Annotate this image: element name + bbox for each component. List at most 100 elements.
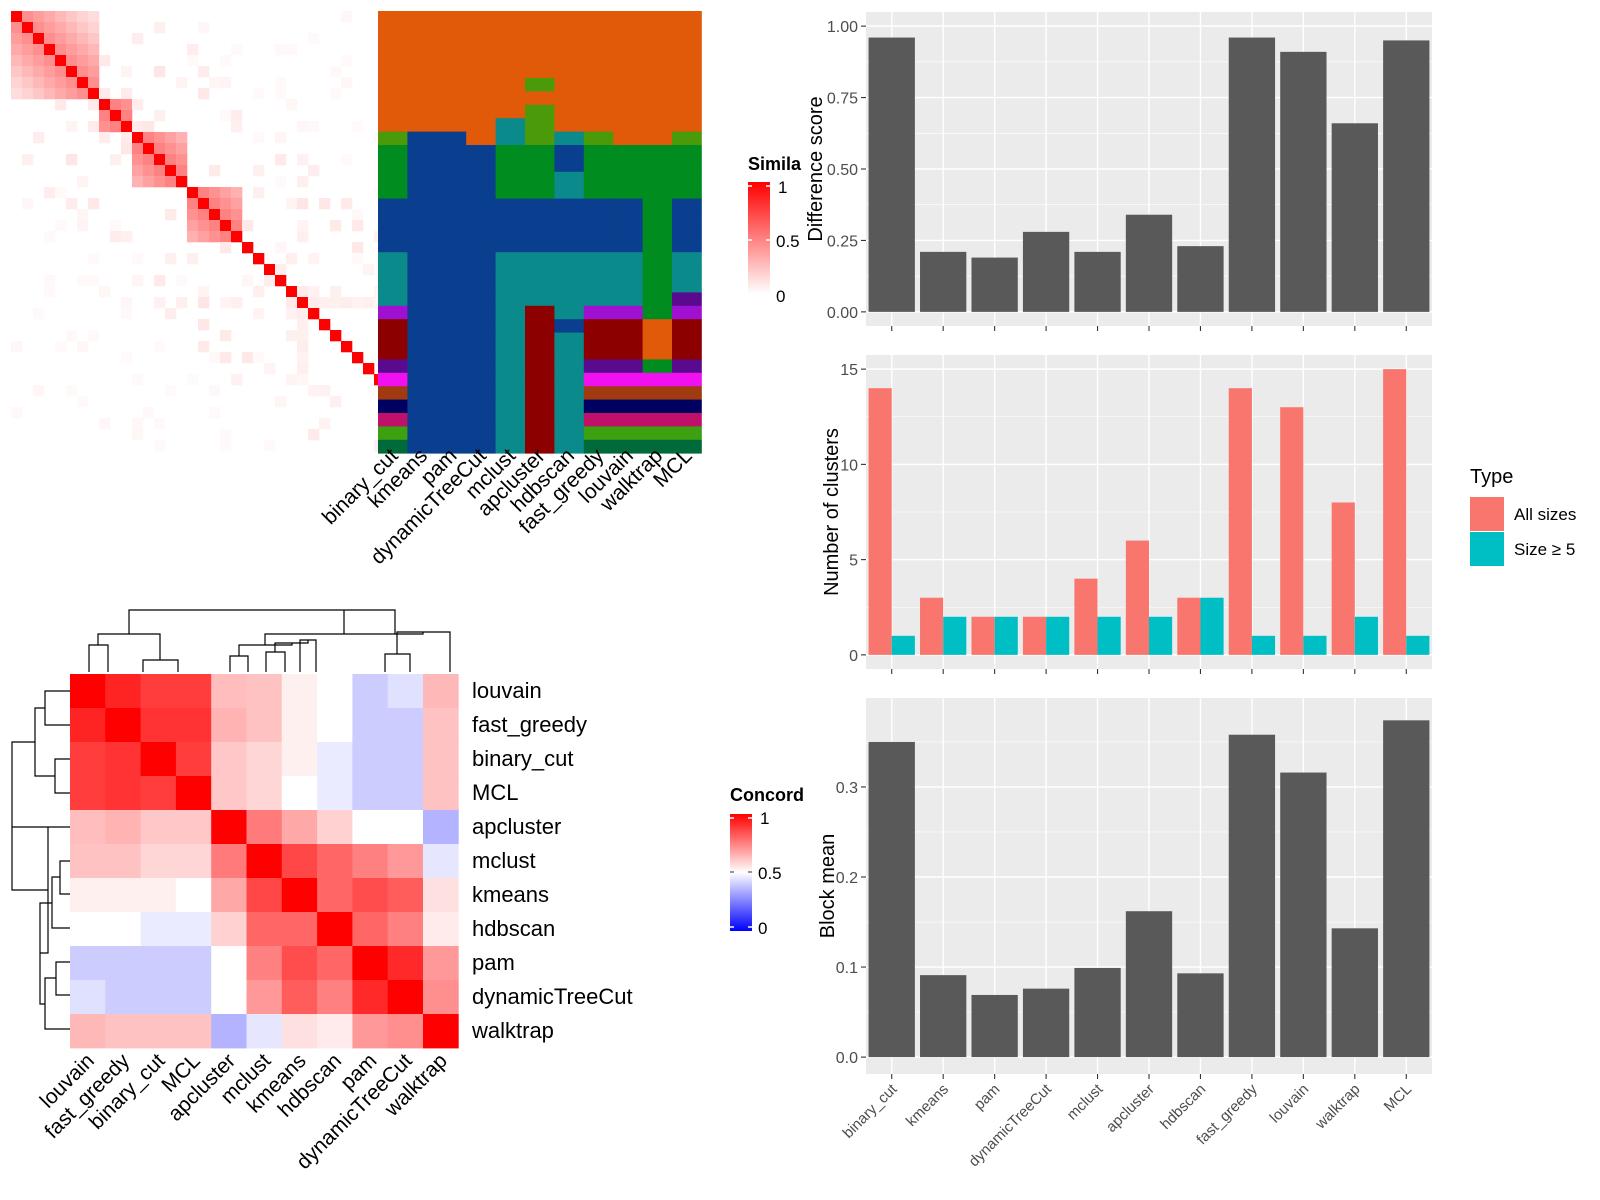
similarity-cell	[55, 99, 67, 111]
cluster-cell	[583, 145, 614, 159]
cluster-cell	[554, 386, 585, 400]
cluster-cell	[642, 238, 673, 253]
concordance-row-label: pam	[472, 950, 515, 975]
similarity-cell	[231, 297, 243, 309]
concordance-row-label: louvain	[472, 678, 542, 703]
cluster-cell	[407, 332, 438, 347]
cluster-cell	[436, 78, 467, 92]
cluster-cell	[613, 292, 643, 307]
cluster-cell	[583, 64, 614, 79]
cluster-cell	[583, 439, 614, 454]
y-axis-label: Difference score	[805, 96, 827, 241]
cluster-cell	[436, 439, 467, 454]
cluster-cell	[613, 225, 643, 240]
cluster-cell	[407, 346, 438, 360]
cluster-cell	[554, 104, 585, 119]
similarity-cell	[264, 363, 276, 375]
cluster-cell	[436, 386, 467, 400]
similarity-cell	[242, 275, 254, 287]
cluster-cell	[378, 399, 408, 414]
cluster-cell	[495, 185, 526, 199]
similarity-cell	[77, 209, 89, 221]
cluster-cell	[378, 64, 408, 79]
concordance-cell	[423, 844, 459, 879]
similarity-cell	[66, 33, 78, 45]
concordance-dendrograms	[11, 609, 451, 1030]
similarity-cell	[33, 44, 45, 56]
cluster-heatmap-column-labels: binary_cutkmeanspamdynamicTreeCutmclusta…	[318, 444, 697, 569]
concordance-row-label: kmeans	[472, 882, 549, 907]
similarity-cell	[297, 231, 309, 243]
bar	[1280, 51, 1327, 312]
cluster-cell	[466, 11, 496, 25]
cluster-cell	[672, 372, 702, 387]
concordance-cell	[140, 844, 177, 879]
concordance-legend-title: Concord	[730, 785, 804, 805]
cluster-cell	[525, 24, 555, 39]
cluster-cell	[436, 399, 467, 414]
cluster-cell	[378, 426, 408, 441]
similarity-cell	[363, 363, 375, 375]
cluster-cell	[436, 305, 467, 320]
cluster-cell	[378, 225, 408, 240]
cluster-cell	[525, 346, 555, 360]
concordance-legend: Concord 1 0.5 0	[730, 785, 804, 938]
cluster-cell	[554, 64, 585, 79]
cluster-cell	[436, 158, 467, 173]
cluster-cell	[525, 252, 555, 266]
concordance-cell	[140, 776, 177, 811]
similarity-cell	[253, 165, 265, 177]
similarity-legend-colorbar	[748, 182, 770, 294]
bar-all-sizes	[971, 616, 995, 655]
cluster-cell	[583, 37, 614, 52]
similarity-cell	[253, 88, 265, 100]
similarity-cell	[154, 297, 166, 309]
concordance-cell	[70, 1014, 106, 1049]
similarity-cell	[121, 297, 133, 309]
similarity-cell	[297, 176, 309, 188]
similarity-cell	[297, 330, 309, 342]
similarity-cell	[33, 22, 45, 34]
concordance-cell	[387, 776, 424, 811]
concordance-cell	[387, 742, 424, 777]
concordance-cell	[211, 980, 247, 1015]
similarity-cell	[209, 385, 221, 397]
similarity-cell	[209, 198, 221, 210]
concordance-row-label: fast_greedy	[472, 712, 587, 737]
y-tick-label: 0.2	[836, 870, 858, 887]
cluster-cell	[554, 185, 585, 199]
similarity-cell	[220, 297, 232, 309]
cluster-cell	[642, 305, 673, 320]
concordance-cell	[281, 878, 318, 913]
similarity-cell	[198, 209, 210, 221]
row-dendrogram	[11, 690, 70, 1030]
similarity-cell	[99, 110, 111, 122]
concordance-cell	[175, 810, 212, 845]
cluster-cell	[554, 279, 585, 293]
cluster-cell	[672, 11, 702, 25]
similarity-cell	[286, 330, 298, 342]
cluster-cell	[642, 399, 673, 414]
similarity-cell	[143, 165, 155, 177]
similarity-cell	[352, 209, 364, 221]
cluster-cell	[466, 131, 496, 146]
similarity-cell	[121, 132, 133, 144]
similarity-cell	[231, 231, 243, 243]
cluster-cell	[583, 11, 614, 25]
concordance-row-label: walktrap	[471, 1018, 554, 1043]
cluster-cell	[525, 64, 555, 79]
similarity-cell	[110, 110, 122, 122]
cluster-cell	[436, 332, 467, 347]
similarity-cell	[77, 55, 89, 67]
concordance-cell	[317, 1014, 353, 1049]
cluster-cell	[378, 372, 408, 387]
cluster-cell	[672, 212, 702, 226]
bar-size5	[1251, 635, 1276, 655]
similarity-cell	[77, 176, 89, 188]
cluster-cell	[436, 426, 467, 441]
concordance-cell	[317, 878, 353, 913]
cluster-cell	[672, 51, 702, 65]
cluster-cell	[407, 104, 438, 119]
cluster-cell	[525, 158, 555, 173]
similarity-cell	[132, 154, 144, 166]
